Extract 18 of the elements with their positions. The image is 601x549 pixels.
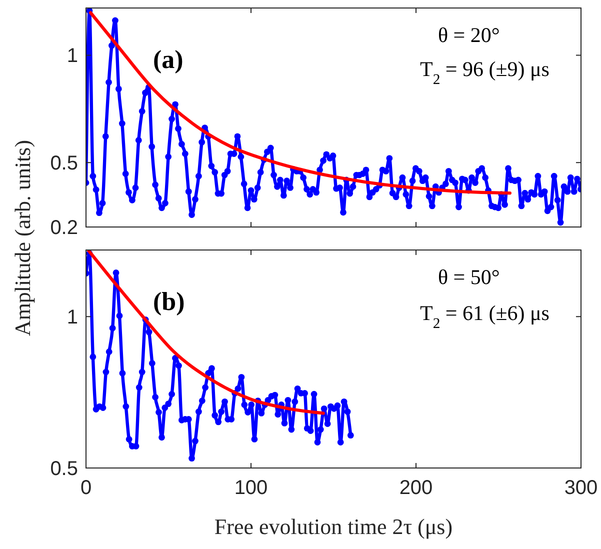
x-tick-label: 0 <box>80 477 92 499</box>
annotation: (a) <box>153 45 184 74</box>
y-axis-title: Amplitude (arb. units) <box>10 140 35 336</box>
x-tick-label: 300 <box>564 477 598 499</box>
annotation: θ = 50° <box>438 265 500 289</box>
annotation: T$_{2}$ = 96 (±9) μs <box>420 57 550 88</box>
y-tick-label: 1 <box>66 45 78 68</box>
annotation: θ = 20° <box>438 23 500 47</box>
y-tick-label: 0.2 <box>50 217 78 239</box>
line-series <box>87 250 325 415</box>
y-tick-label: 0.5 <box>50 152 78 175</box>
annotation: T$_{2}$ = 61 (±6) μs <box>420 301 550 332</box>
x-tick-label: 100 <box>234 477 268 499</box>
x-axis-title: Free evolution time 2τ (μs) <box>214 514 453 539</box>
annotation: (b) <box>153 287 185 316</box>
y-tick-label: 0.5 <box>50 458 78 480</box>
y-tick-label: 1 <box>66 306 78 329</box>
x-tick-label: 200 <box>399 477 433 499</box>
